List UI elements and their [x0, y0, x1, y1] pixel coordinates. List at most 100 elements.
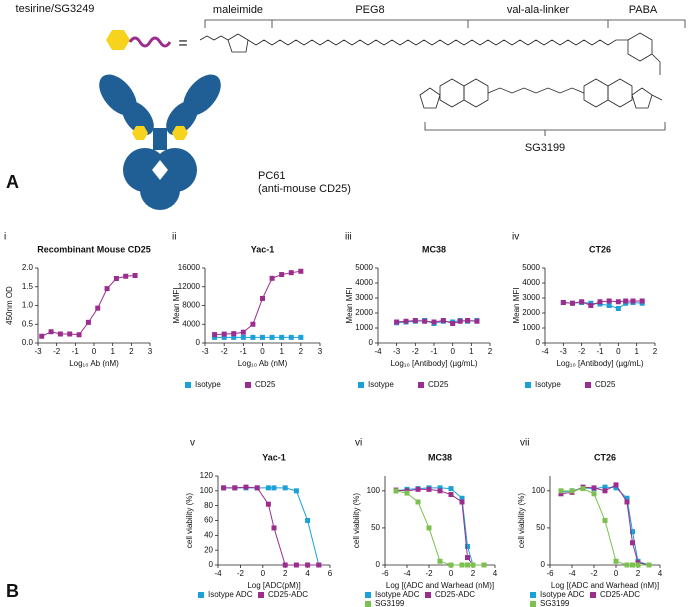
bracket	[424, 122, 666, 136]
series-line	[223, 487, 320, 566]
marker	[465, 555, 470, 561]
marker	[457, 318, 463, 324]
marker	[623, 298, 629, 304]
legend-swatch	[365, 601, 371, 607]
marker	[316, 562, 322, 568]
legend-swatch	[358, 382, 364, 388]
marker	[132, 273, 138, 278]
y-tick-label: 100	[367, 486, 381, 495]
panel-label: i	[4, 232, 6, 243]
series-line	[395, 487, 484, 566]
series-line	[395, 488, 484, 566]
legend-label: Isotype ADC	[375, 590, 420, 599]
marker	[465, 562, 470, 568]
marker	[123, 273, 129, 279]
marker	[630, 562, 635, 568]
x-tick-label: 2	[471, 569, 476, 578]
marker	[279, 334, 285, 340]
marker	[394, 319, 400, 325]
y-tick-label: 0	[536, 338, 541, 347]
legend-swatch	[245, 382, 251, 388]
marker	[448, 486, 454, 492]
x-tick-label: -2	[590, 569, 598, 578]
y-tick-label: 80	[204, 501, 213, 510]
marker	[560, 300, 566, 305]
x-tick-label: -2	[221, 347, 229, 356]
marker	[474, 318, 480, 324]
marker	[250, 334, 256, 340]
legend-label: Isotype ADC	[208, 590, 253, 599]
marker	[426, 525, 432, 531]
chart-title: Yac-1	[262, 452, 286, 462]
panel-label: vi	[355, 438, 362, 449]
marker	[250, 321, 256, 327]
y-axis-label: Mean MFI	[512, 287, 521, 323]
x-tick-label: 0	[614, 569, 619, 578]
y-tick-label: 4000	[355, 278, 373, 287]
marker	[415, 486, 421, 492]
x-tick-label: 6	[328, 569, 333, 578]
x-tick-label: -6	[381, 569, 389, 578]
legend-label: Isotype	[195, 380, 221, 389]
y-tick-label: 2.0	[22, 263, 34, 272]
marker	[260, 334, 265, 340]
marker	[231, 331, 237, 337]
legend-label: Isotype	[368, 380, 394, 389]
marker	[221, 485, 227, 491]
x-tick-label: 0	[449, 569, 454, 578]
marker	[448, 492, 454, 498]
marker	[243, 484, 249, 490]
panel-label: iv	[512, 232, 519, 243]
y-tick-label: 2000	[522, 308, 540, 317]
warhead-icon	[106, 30, 130, 50]
marker	[580, 486, 586, 492]
y-tick-label: 1000	[522, 323, 540, 332]
y-axis-label: Mean MFI	[172, 287, 181, 323]
x-tick-label: 0	[260, 347, 265, 356]
marker	[602, 484, 608, 490]
series-line	[561, 488, 649, 566]
marker	[639, 298, 645, 304]
legend-label: Isotype ADC	[540, 590, 585, 599]
marker	[437, 488, 443, 494]
chemical-structure	[199, 32, 663, 109]
legend-swatch	[418, 382, 424, 388]
marker	[269, 275, 275, 281]
x-tick-label: 2	[283, 569, 288, 578]
marker	[288, 270, 294, 276]
marker	[624, 499, 630, 505]
panel-label: A	[6, 172, 19, 192]
bracket	[204, 19, 686, 28]
marker	[481, 562, 487, 568]
legend-swatch	[590, 592, 596, 598]
y-tick-label: 1.5	[22, 282, 34, 291]
marker	[602, 488, 608, 494]
marker	[293, 488, 299, 494]
marker	[298, 334, 304, 340]
marker	[635, 562, 641, 568]
legend-swatch	[365, 592, 371, 598]
y-tick-label: 1.0	[22, 301, 34, 310]
chart-title: CT26	[589, 244, 611, 254]
marker	[415, 499, 421, 505]
marker	[459, 495, 465, 501]
marker	[271, 525, 277, 531]
x-tick-label: 1	[469, 347, 474, 356]
x-axis-label: Log₁₀ Ab (nM)	[238, 359, 288, 368]
y-tick-label: 8000	[182, 301, 200, 310]
x-tick-label: -3	[34, 347, 42, 356]
marker	[113, 276, 119, 281]
series-line	[563, 301, 643, 310]
x-tick-label: 0	[92, 347, 97, 356]
legend-swatch	[525, 382, 531, 388]
marker	[76, 332, 82, 338]
marker	[569, 488, 575, 494]
y-tick-label: 4000	[522, 278, 540, 287]
legend-swatch	[585, 382, 591, 388]
legend-label: CD25-ADC	[600, 590, 640, 599]
x-axis-label: Log [ADC(pM)]	[247, 581, 300, 590]
marker	[630, 298, 636, 304]
marker	[624, 495, 630, 501]
y-tick-label: 0.0	[22, 338, 34, 347]
